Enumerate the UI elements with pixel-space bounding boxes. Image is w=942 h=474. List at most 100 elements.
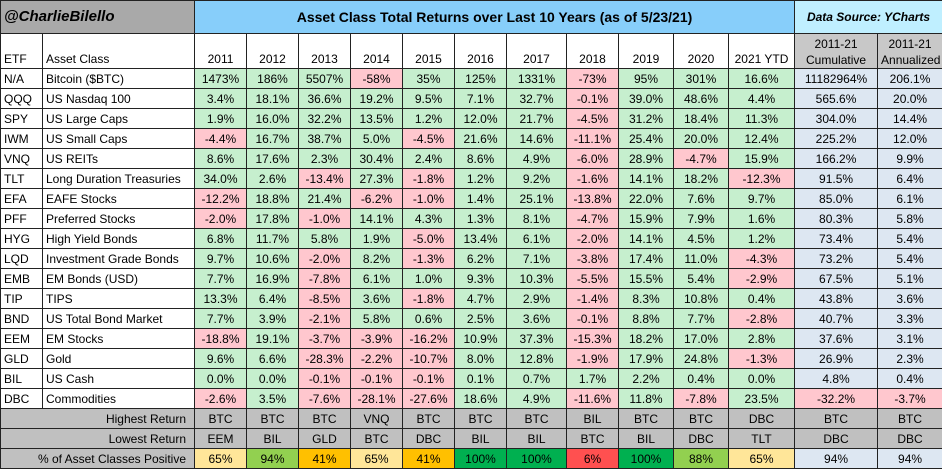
- return-cell: 31.2%: [618, 108, 674, 129]
- etf-ticker: IWM: [0, 128, 43, 149]
- return-cell: 9.6%: [194, 348, 247, 369]
- lowest-return-cell: EEM: [194, 428, 247, 449]
- annualized-return-cell: 6.1%: [877, 188, 942, 209]
- highest-return-row: Highest Return BTC BTC BTC VNQ BTC BTC BTC BIL BT…: [0, 408, 942, 429]
- percent-positive-cell: 88%: [673, 448, 729, 469]
- return-cell: 3.6%: [350, 288, 403, 309]
- return-cell: 2.5%: [454, 308, 507, 329]
- percent-positive-cell: 65%: [350, 448, 403, 469]
- column-header-year: 2015: [402, 33, 455, 69]
- return-cell: -2.2%: [350, 348, 403, 369]
- annualized-return-cell: 2.3%: [877, 348, 942, 369]
- return-cell: 18.2%: [618, 328, 674, 349]
- return-cell: 10.8%: [673, 288, 729, 309]
- asset-class-name: US Small Caps: [42, 128, 195, 149]
- cumulative-return-cell: 85.0%: [794, 188, 879, 209]
- column-header-year: 2021 YTD: [727, 33, 796, 69]
- return-cell: -1.8%: [402, 168, 455, 189]
- return-cell: 4.4%: [727, 88, 796, 109]
- return-cell: 9.3%: [454, 268, 507, 289]
- return-cell: -12.3%: [727, 168, 796, 189]
- return-cell: -10.7%: [402, 348, 455, 369]
- return-cell: 7.1%: [506, 248, 567, 269]
- highest-return-cell: BTC: [194, 408, 247, 429]
- return-cell: 17.6%: [246, 148, 299, 169]
- return-cell: 17.4%: [618, 248, 674, 269]
- table-row: GLD Gold 9.6% 6.6% -28.3% -2.2% -10.7% 8.0% 12.8…: [0, 348, 942, 369]
- table-row: N/A Bitcoin ($BTC) 1473% 186% 5507% -58% 35% 12…: [0, 68, 942, 89]
- return-cell: 19.1%: [246, 328, 299, 349]
- table-row: EFA EAFE Stocks -12.2% 18.8% 21.4% -6.2% -1.0%…: [0, 188, 942, 209]
- lowest-return-cell: DBC: [673, 428, 729, 449]
- return-cell: 8.3%: [618, 288, 674, 309]
- lowest-return-row: Lowest Return EEM BIL GLD BTC DBC BIL BIL BTC BIL…: [0, 428, 942, 449]
- column-header-cumulative: 2011-21 Cumulative: [794, 33, 879, 69]
- column-header-year: 2017: [506, 33, 567, 69]
- highest-return-cell: BTC: [402, 408, 455, 429]
- cumulative-return-cell: 73.2%: [794, 248, 879, 269]
- lowest-return-cell: BTC: [350, 428, 403, 449]
- etf-ticker: GLD: [0, 348, 43, 369]
- return-cell: 14.6%: [506, 128, 567, 149]
- return-cell: 30.4%: [350, 148, 403, 169]
- lowest-return-cell: GLD: [298, 428, 351, 449]
- highest-return-cell: BTC: [298, 408, 351, 429]
- return-cell: -12.2%: [194, 188, 247, 209]
- return-cell: 18.1%: [246, 88, 299, 109]
- return-cell: -2.0%: [194, 208, 247, 229]
- column-header-year: 2018: [566, 33, 619, 69]
- annualized-return-cell: 5.1%: [877, 268, 942, 289]
- cumulative-header-line: Cumulative: [806, 53, 867, 67]
- return-cell: -1.3%: [727, 348, 796, 369]
- etf-ticker: QQQ: [0, 88, 43, 109]
- return-cell: -4.5%: [402, 128, 455, 149]
- return-cell: -28.3%: [298, 348, 351, 369]
- table-row: PFF Preferred Stocks -2.0% 17.8% -1.0% 14.1% 4…: [0, 208, 942, 229]
- return-cell: -13.4%: [298, 168, 351, 189]
- etf-ticker: LQD: [0, 248, 43, 269]
- cumulative-return-cell: 91.5%: [794, 168, 879, 189]
- return-cell: -27.6%: [402, 388, 455, 409]
- etf-ticker: TLT: [0, 168, 43, 189]
- return-cell: 28.9%: [618, 148, 674, 169]
- return-cell: 8.6%: [194, 148, 247, 169]
- return-cell: 16.9%: [246, 268, 299, 289]
- return-cell: 15.9%: [618, 208, 674, 229]
- asset-class-name: US Nasdaq 100: [42, 88, 195, 109]
- column-header-year: 2013: [298, 33, 351, 69]
- asset-class-name: Preferred Stocks: [42, 208, 195, 229]
- return-cell: -0.1%: [566, 88, 619, 109]
- return-cell: 1.0%: [402, 268, 455, 289]
- return-cell: 21.4%: [298, 188, 351, 209]
- return-cell: 17.9%: [618, 348, 674, 369]
- return-cell: -6.2%: [350, 188, 403, 209]
- return-cell: -1.9%: [566, 348, 619, 369]
- return-cell: -7.8%: [673, 388, 729, 409]
- column-header-etf: ETF: [0, 33, 43, 69]
- highest-return-cell: VNQ: [350, 408, 403, 429]
- return-cell: 39.0%: [618, 88, 674, 109]
- return-cell: 1.2%: [454, 168, 507, 189]
- return-cell: -3.8%: [566, 248, 619, 269]
- highest-return-cumulative-cell: BTC: [794, 408, 879, 429]
- annualized-return-cell: -3.7%: [877, 388, 942, 409]
- return-cell: 0.7%: [506, 368, 567, 389]
- return-cell: 38.7%: [298, 128, 351, 149]
- cumulative-return-cell: 73.4%: [794, 228, 879, 249]
- etf-ticker: N/A: [0, 68, 43, 89]
- asset-class-name: EM Bonds (USD): [42, 268, 195, 289]
- column-header-year: 2016: [454, 33, 507, 69]
- return-cell: 10.3%: [506, 268, 567, 289]
- percent-positive-cell: 100%: [506, 448, 567, 469]
- return-cell: -1.6%: [566, 168, 619, 189]
- return-cell: 95%: [618, 68, 674, 89]
- return-cell: 19.2%: [350, 88, 403, 109]
- return-cell: 27.3%: [350, 168, 403, 189]
- return-cell: 4.9%: [506, 388, 567, 409]
- return-cell: 24.8%: [673, 348, 729, 369]
- cumulative-return-cell: 11182964%: [794, 68, 879, 89]
- return-cell: 23.5%: [727, 388, 796, 409]
- annualized-return-cell: 9.9%: [877, 148, 942, 169]
- return-cell: -18.8%: [194, 328, 247, 349]
